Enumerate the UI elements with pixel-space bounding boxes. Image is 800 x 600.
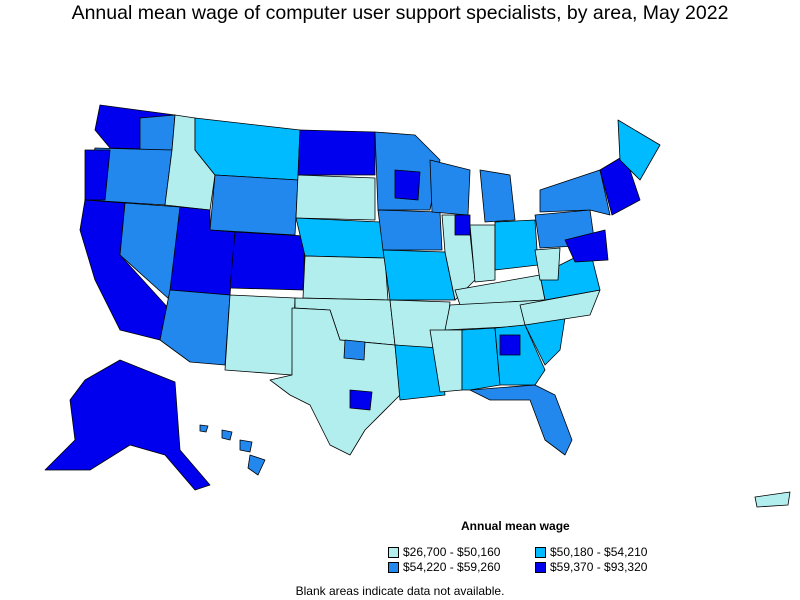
legend-item-4: $59,370 - $93,320: [535, 560, 647, 574]
region-hawaii-4: [199, 424, 209, 433]
region-kansas: [302, 255, 389, 301]
region-hawaii-1: [221, 429, 233, 441]
legend-label-4: $59,370 - $93,320: [550, 560, 648, 574]
region-oregon-coast: [84, 149, 111, 201]
footnote: Blank areas indicate data not available.: [295, 584, 505, 598]
region-atlanta: [499, 334, 521, 356]
region-hawaii-2: [239, 439, 253, 453]
legend-item-3: $54,220 - $59,260: [388, 560, 500, 574]
region-missouri: [382, 249, 456, 301]
region-chicago: [454, 214, 471, 236]
region-texas: [269, 307, 401, 456]
region-north-dakota: [297, 129, 376, 176]
region-washington-east: [139, 114, 176, 151]
region-arizona: [159, 289, 231, 366]
region-west-virginia: [534, 247, 561, 281]
legend-label-2: $50,180 - $54,210: [550, 545, 648, 559]
region-puerto-rico: [754, 491, 791, 508]
legend-item-2: $50,180 - $54,210: [535, 545, 647, 559]
region-south-dakota: [295, 174, 376, 221]
region-alaska: [44, 359, 211, 491]
region-michigan: [479, 169, 516, 223]
region-colorado: [229, 231, 306, 291]
legend-swatch-1: [388, 546, 399, 558]
legend-label-3: $54,220 - $59,260: [403, 560, 501, 574]
region-wisconsin: [429, 159, 471, 216]
region-texas-houston: [349, 389, 373, 411]
region-texas-dallas: [343, 339, 366, 361]
region-nebraska: [295, 217, 386, 259]
region-maine: [617, 119, 661, 181]
legend-item-1: $26,700 - $50,160: [388, 545, 500, 559]
region-new-mexico: [224, 294, 296, 376]
legend-swatch-3: [388, 561, 399, 573]
legend-title: Annual mean wage: [461, 519, 570, 533]
legend-label-1: $26,700 - $50,160: [403, 545, 501, 559]
region-wyoming: [209, 174, 299, 236]
region-ohio: [494, 219, 539, 271]
region-new-york: [539, 169, 611, 216]
region-alabama: [461, 327, 501, 391]
region-louisiana: [394, 344, 446, 401]
region-indiana: [469, 224, 496, 283]
legend-swatch-2: [535, 546, 546, 558]
region-florida: [469, 384, 573, 456]
map-title: Annual mean wage of computer user suppor…: [71, 2, 729, 24]
region-mid-atlantic: [564, 229, 609, 263]
region-minneapolis: [394, 169, 421, 201]
legend-swatch-4: [535, 561, 546, 573]
region-iowa: [377, 209, 443, 251]
region-hawaii-3: [247, 454, 266, 476]
